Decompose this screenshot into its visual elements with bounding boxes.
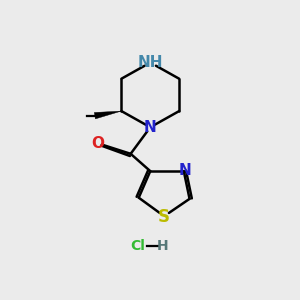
Polygon shape xyxy=(94,111,122,119)
Text: NH: NH xyxy=(137,55,163,70)
Text: Cl: Cl xyxy=(130,239,145,253)
Text: N: N xyxy=(144,120,157,135)
Text: O: O xyxy=(91,136,104,151)
Text: H: H xyxy=(157,239,169,253)
Text: N: N xyxy=(178,163,191,178)
Text: S: S xyxy=(158,208,170,226)
